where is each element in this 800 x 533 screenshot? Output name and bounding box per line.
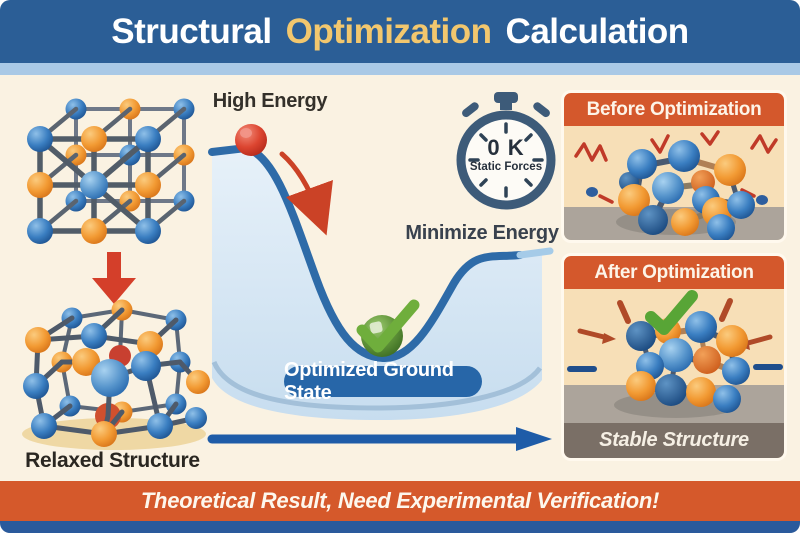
red-down-arrow-icon bbox=[92, 252, 136, 304]
energy-well-curve-icon bbox=[208, 124, 554, 420]
after-panel-title: After Optimization bbox=[594, 261, 754, 283]
footer-blue-strip bbox=[0, 521, 800, 533]
relaxed-structure-label: Relaxed Structure bbox=[25, 449, 200, 472]
before-optimization-panel: Before Optimization bbox=[561, 90, 787, 243]
footer-banner: Theoretical Result, Need Experimental Ve… bbox=[0, 481, 800, 521]
stable-structure-bar: Stable Structure bbox=[564, 423, 784, 458]
minimize-energy-label: Minimize Energy bbox=[405, 222, 559, 244]
before-panel-title: Before Optimization bbox=[586, 98, 762, 120]
stable-molecule-cluster-icon bbox=[567, 290, 783, 418]
green-check-icon bbox=[645, 290, 698, 335]
agitated-molecule-cluster-icon bbox=[574, 130, 778, 240]
stopwatch-caption-label: Static Forces bbox=[469, 161, 543, 173]
stopwatch-temperature-label: 0 K bbox=[487, 135, 525, 160]
stable-structure-label: Stable Structure bbox=[599, 429, 749, 451]
green-check-icon bbox=[356, 299, 420, 353]
footer-message: Theoretical Result, Need Experimental Ve… bbox=[140, 488, 660, 513]
divider-stripe bbox=[0, 63, 800, 75]
stability-dash-icon bbox=[567, 364, 783, 372]
ground-state-badge-label: Optimized Ground State bbox=[284, 358, 454, 404]
high-energy-label: High Energy bbox=[212, 90, 328, 112]
blue-right-arrow-icon bbox=[207, 427, 552, 451]
ground-state-badge: Optimized Ground State bbox=[284, 359, 482, 404]
title-banner: Structural Optimization Calculation bbox=[0, 0, 800, 63]
red-ball-icon bbox=[235, 124, 267, 156]
after-optimization-panel: After Optimization Stable Structure bbox=[561, 253, 787, 461]
relaxation-dash-icon bbox=[577, 298, 773, 346]
title-word-optimization: Optimization bbox=[285, 11, 492, 51]
stopwatch-icon bbox=[456, 92, 556, 210]
after-panel-header: After Optimization bbox=[564, 256, 784, 289]
title-word-calculation: Calculation bbox=[505, 11, 690, 51]
crystal-lattice-icon bbox=[27, 98, 195, 244]
title-word-structural: Structural bbox=[111, 11, 272, 51]
before-panel-header: Before Optimization bbox=[564, 93, 784, 126]
curved-descent-arrow-icon bbox=[279, 151, 333, 236]
vibration-squiggle-icon bbox=[574, 130, 778, 162]
green-ball-icon bbox=[356, 299, 420, 357]
relaxed-crystal-icon bbox=[22, 299, 210, 450]
